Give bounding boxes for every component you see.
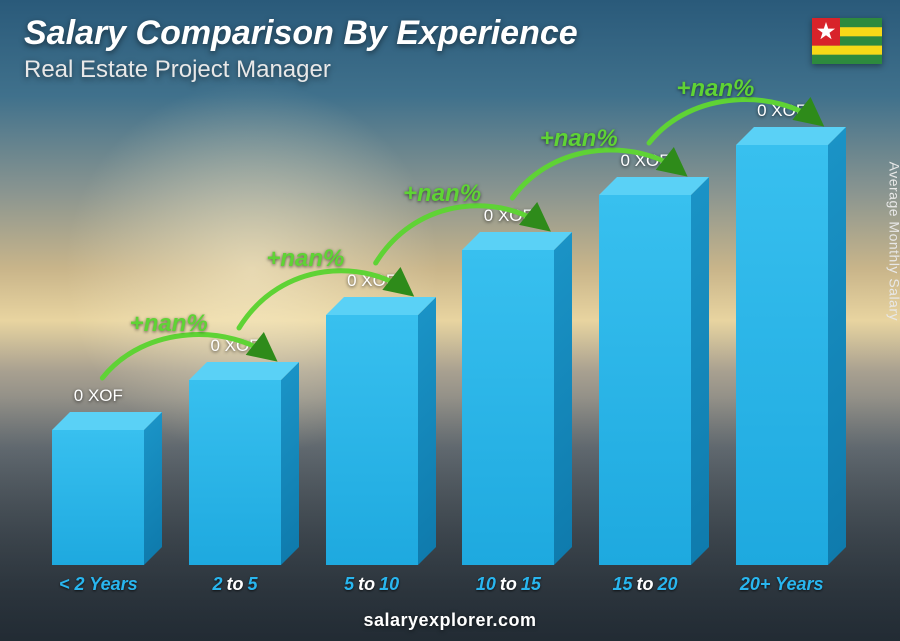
chart-title: Salary Comparison By Experience bbox=[24, 14, 578, 53]
bar-column: 0 XOF 15to20 bbox=[577, 75, 714, 595]
bar-column: 0 XOF 5to10 bbox=[303, 75, 440, 595]
bar-x-label: 20+ Years bbox=[740, 574, 824, 595]
bar-value-label: 0 XOF bbox=[757, 101, 806, 121]
bar-value-label: 0 XOF bbox=[210, 336, 259, 356]
bar-value-label: 0 XOF bbox=[620, 151, 669, 171]
footer-attribution: salaryexplorer.com bbox=[0, 610, 900, 631]
bar-x-label: 5to10 bbox=[344, 574, 399, 595]
delta-label: +nan% bbox=[403, 180, 481, 208]
country-flag-icon bbox=[812, 18, 882, 64]
bar-value-label: 0 XOF bbox=[484, 206, 533, 226]
delta-label: +nan% bbox=[676, 75, 754, 103]
bar-column: 0 XOF 10to15 bbox=[440, 75, 577, 595]
delta-label: +nan% bbox=[130, 310, 208, 338]
bar-x-label: 2to5 bbox=[212, 574, 257, 595]
chart-stage: Salary Comparison By Experience Real Est… bbox=[0, 0, 900, 641]
bar-value-label: 0 XOF bbox=[347, 271, 396, 291]
delta-label: +nan% bbox=[266, 245, 344, 273]
bar-x-label: 15to20 bbox=[612, 574, 677, 595]
bar-x-label: < 2 Years bbox=[59, 574, 138, 595]
bar-column: 0 XOF 20+ Years bbox=[713, 75, 850, 595]
delta-label: +nan% bbox=[540, 125, 618, 153]
y-axis-label: Average Monthly Salary bbox=[886, 161, 900, 320]
bar-x-label: 10to15 bbox=[476, 574, 541, 595]
bar-chart: 0 XOF < 2 Years 0 XOF 2to5 0 XOF 5to10 0 XOF 10… bbox=[30, 75, 850, 595]
bar-value-label: 0 XOF bbox=[74, 386, 123, 406]
